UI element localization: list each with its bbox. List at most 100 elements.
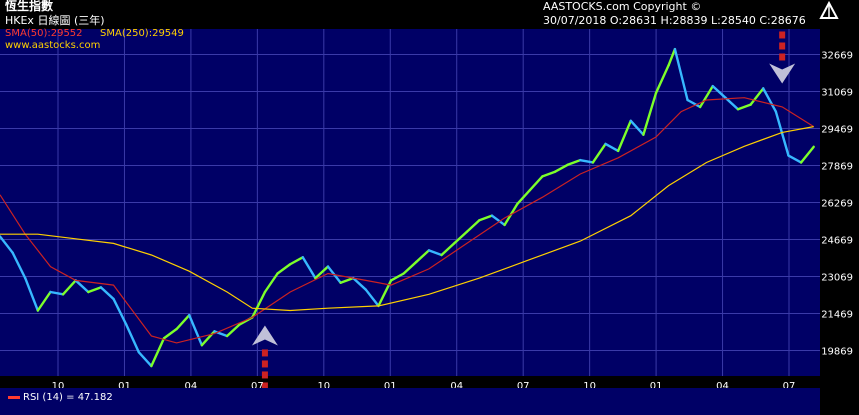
price-segment: [749, 87, 765, 106]
x-tick-label: 01: [118, 381, 131, 392]
price-segment: [36, 290, 52, 312]
website-watermark: www.aastocks.com: [5, 40, 101, 51]
price-segment: [490, 214, 506, 227]
price-segment: [124, 323, 140, 354]
price-segment: [698, 84, 714, 109]
y-tick-label: 23069: [821, 273, 853, 284]
price-segment: [541, 170, 557, 178]
price-segment: [11, 251, 27, 280]
price-segment: [24, 276, 40, 312]
x-tick-label: 10: [583, 381, 596, 392]
x-tick-label: 01: [650, 381, 663, 392]
arrow-dash: [261, 360, 268, 368]
price-segment: [724, 96, 740, 111]
arrow-dash: [261, 382, 268, 390]
rsi-swatch: [8, 395, 20, 399]
price-segment: [667, 47, 677, 67]
price-segment: [251, 290, 267, 319]
price-segment: [774, 110, 790, 157]
series-layer: [0, 47, 815, 368]
price-segment: [579, 158, 595, 164]
arrow-dash: [779, 53, 786, 61]
arrow-dash: [779, 31, 786, 39]
up-arrow-icon: [251, 325, 278, 346]
y-tick-label: 26269: [821, 199, 853, 210]
x-tick-label: 04: [716, 381, 729, 392]
price-segment: [263, 272, 279, 294]
arrow-dash: [779, 42, 786, 50]
price-segment: [654, 64, 670, 95]
price-segment: [74, 279, 90, 294]
x-tick-label: 04: [185, 381, 198, 392]
price-segment: [150, 337, 166, 368]
sma50-line: [0, 97, 815, 344]
price-segment: [339, 276, 355, 284]
price-segment: [604, 142, 620, 153]
price-segment: [402, 260, 418, 275]
y-tick-label: 29469: [821, 124, 853, 135]
price-segment: [799, 145, 815, 164]
sma50-legend: SMA(50):29552: [5, 28, 83, 39]
price-segment: [465, 219, 481, 234]
price-segment: [61, 279, 77, 296]
price-segment: [452, 230, 468, 245]
price-segment: [415, 249, 431, 264]
price-segment: [736, 103, 752, 111]
copyright-text: AASTOCKS.com Copyright ©: [543, 0, 702, 13]
price-segment: [288, 256, 304, 266]
y-tick-label: 27869: [821, 161, 853, 172]
price-segment: [276, 263, 292, 275]
y-tick-label: 19869: [821, 347, 853, 358]
x-tick-label: 07: [783, 381, 796, 392]
price-segment: [49, 290, 65, 296]
price-segment: [787, 154, 803, 164]
price-segment: [629, 119, 645, 136]
price-segment: [364, 288, 380, 308]
price-segment: [673, 47, 689, 102]
price-segment: [137, 350, 153, 368]
down-arrow-icon: [769, 63, 796, 84]
price-segment: [711, 84, 727, 99]
x-tick-label: 01: [384, 381, 397, 392]
price-segment: [175, 313, 191, 331]
y-tick-label: 24669: [821, 236, 853, 247]
y-tick-label: 21469: [821, 310, 853, 321]
chart-subtitle: HKEx 日線圖 (三年): [5, 14, 105, 27]
x-tick-labels: 10 01 04 07 10 01 04 07 10 01 04 07: [52, 381, 796, 392]
price-segment: [616, 119, 632, 153]
price-segment: [478, 214, 494, 222]
price-segment: [528, 175, 544, 192]
price-segment: [440, 242, 456, 257]
arrow-dash: [261, 349, 268, 357]
price-segment: [553, 163, 569, 173]
rsi-label: RSI (14) = 47.182: [23, 392, 113, 403]
price-segment: [427, 249, 443, 257]
price-segment: [301, 256, 317, 280]
price-segment: [762, 87, 778, 113]
price-segment: [112, 297, 128, 326]
rsi-legend: RSI (14) = 47.182: [8, 392, 113, 403]
y-tick-label: 31069: [821, 87, 853, 98]
x-tick-label: 07: [517, 381, 530, 392]
price-segment: [225, 323, 241, 338]
price-segment: [642, 91, 658, 136]
rsi-panel: [0, 388, 820, 415]
price-segment: [87, 286, 103, 294]
x-tick-label: 04: [450, 381, 463, 392]
price-segment: [0, 235, 14, 254]
annotation-layer: [251, 31, 796, 390]
price-segment: [352, 276, 368, 291]
chart-title: 恆生指數: [5, 0, 54, 13]
aastocks-logo-icon: [819, 0, 839, 19]
price-segment: [314, 265, 330, 280]
price-segment: [162, 327, 178, 340]
y-tick-label: 32669: [821, 50, 853, 61]
price-segment: [591, 142, 607, 164]
arrow-dash: [261, 371, 268, 379]
sma250-legend: SMA(250):29549: [100, 28, 184, 39]
price-segment: [188, 313, 204, 347]
x-tick-label: 10: [317, 381, 330, 392]
price-segment: [516, 189, 532, 206]
